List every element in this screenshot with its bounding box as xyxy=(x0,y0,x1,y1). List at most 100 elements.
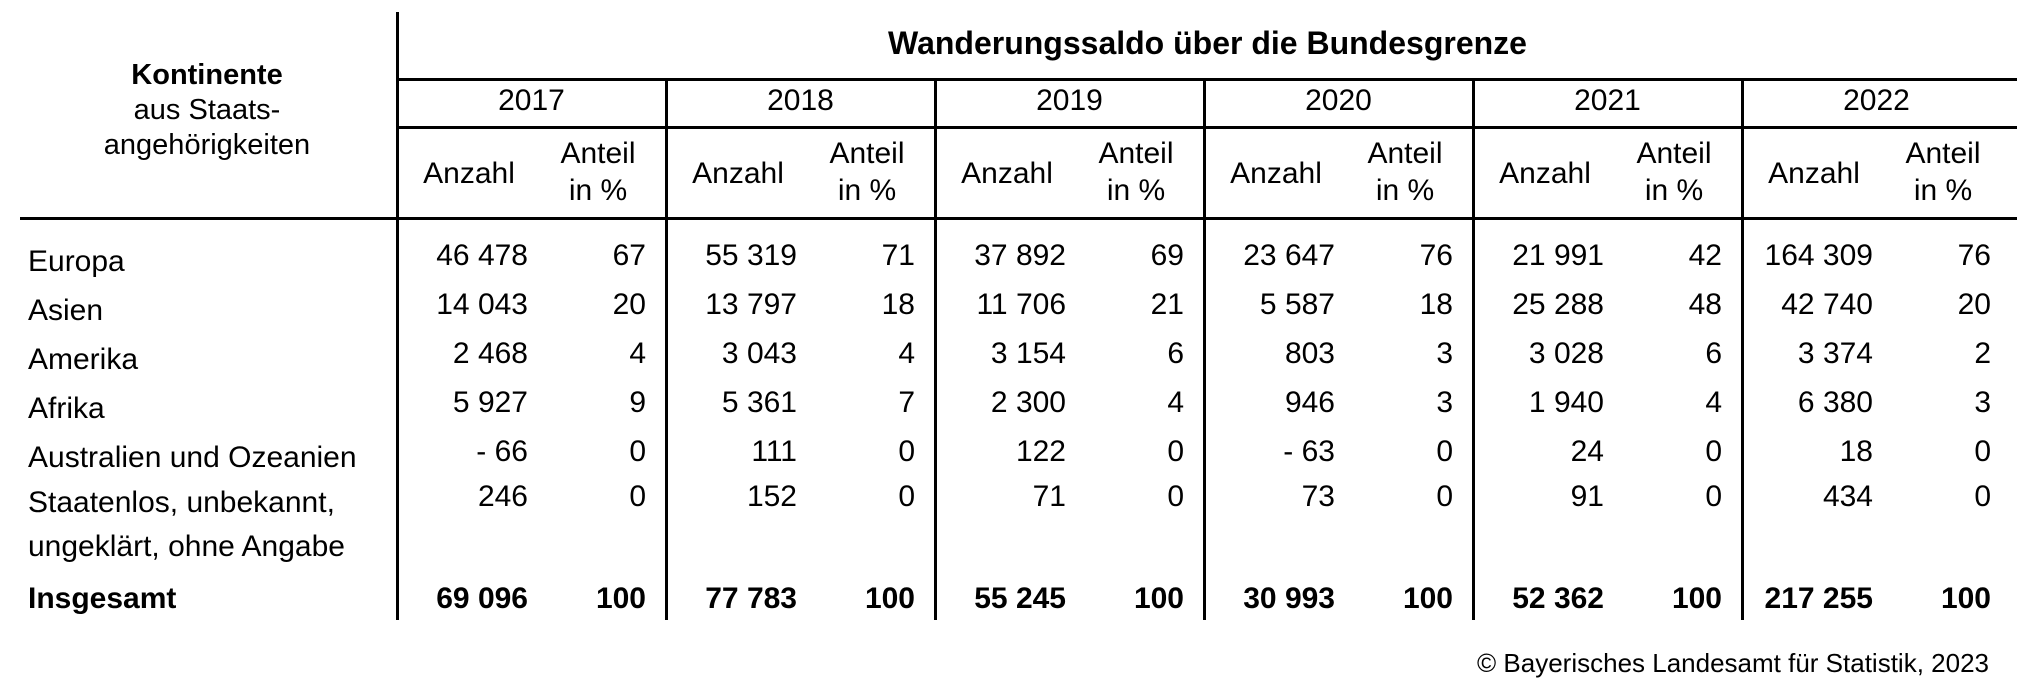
copyright-footer: © Bayerisches Landesamt für Statistik, 2… xyxy=(1477,648,1989,678)
stub-header: Kontinente aus Staats- angehörigkeiten xyxy=(22,58,392,163)
total-label: Insgesamt xyxy=(28,582,177,615)
share-cell: 0 xyxy=(1705,480,1722,513)
share-cell: 67 xyxy=(612,239,646,272)
total-count-cell: 55 245 xyxy=(974,582,1066,615)
row-label-line: Amerika xyxy=(28,343,139,376)
row-label: Asien xyxy=(28,289,103,333)
count-cell: 13 797 xyxy=(705,288,797,321)
share-cell: 6 xyxy=(1705,337,1722,370)
count-cell: 46 478 xyxy=(436,239,528,272)
share-column-header: Anteil in % xyxy=(1619,135,1729,209)
row-label: Afrika xyxy=(28,387,105,431)
count-column-header: Anzahl xyxy=(1230,157,1322,190)
count-cell: 122 xyxy=(1015,435,1066,468)
count-cell: 91 xyxy=(1570,480,1604,513)
share-header-line2: in % xyxy=(1913,174,1973,207)
stub-subtitle-line1: aus Staats- xyxy=(133,94,281,126)
count-cell: 2 468 xyxy=(452,337,528,370)
count-cell: 55 319 xyxy=(705,239,797,272)
row-label-line: Afrika xyxy=(28,392,105,425)
total-count-cell: 69 096 xyxy=(436,582,528,615)
year-underline xyxy=(398,126,2017,129)
count-cell: 5 587 xyxy=(1259,288,1335,321)
count-cell: 946 xyxy=(1284,386,1335,419)
share-column-header: Anteil in % xyxy=(1350,135,1460,209)
share-column-header: Anteil in % xyxy=(1081,135,1191,209)
share-cell: 7 xyxy=(898,386,915,419)
total-count-cell: 52 362 xyxy=(1512,582,1604,615)
total-count-cell: 30 993 xyxy=(1243,582,1335,615)
title-underline xyxy=(398,78,2017,81)
share-header-line1: Anteil xyxy=(1098,137,1174,170)
row-label: Europa xyxy=(28,240,125,284)
share-header-line1: Anteil xyxy=(560,137,636,170)
share-cell: 76 xyxy=(1419,239,1453,272)
count-cell: 73 xyxy=(1301,480,1335,513)
share-header-line1: Anteil xyxy=(1905,137,1981,170)
share-cell: 9 xyxy=(629,386,646,419)
total-count-cell: 77 783 xyxy=(705,582,797,615)
share-cell: 71 xyxy=(881,239,915,272)
count-cell: 21 991 xyxy=(1512,239,1604,272)
share-cell: 0 xyxy=(1167,480,1184,513)
share-header-line2: in % xyxy=(568,174,628,207)
share-column-header: Anteil in % xyxy=(543,135,653,209)
share-cell: 0 xyxy=(898,435,915,468)
total-share-cell: 100 xyxy=(1671,582,1722,615)
share-cell: 2 xyxy=(1974,337,1991,370)
share-cell: 76 xyxy=(1957,239,1991,272)
count-column-header: Anzahl xyxy=(961,157,1053,190)
share-header-line2: in % xyxy=(1106,174,1166,207)
share-cell: 48 xyxy=(1688,288,1722,321)
total-share-cell: 100 xyxy=(864,582,915,615)
share-cell: 0 xyxy=(1167,435,1184,468)
count-column-header: Anzahl xyxy=(1499,157,1591,190)
share-header-line1: Anteil xyxy=(1367,137,1443,170)
share-cell: 18 xyxy=(881,288,915,321)
share-cell: 0 xyxy=(1974,435,1991,468)
share-cell: 4 xyxy=(1167,386,1184,419)
count-cell: - 66 xyxy=(476,435,528,468)
share-cell: 3 xyxy=(1436,386,1453,419)
row-label-line: ungeklärt, ohne Angabe xyxy=(28,530,345,563)
stub-subtitle-line2: angehörigkeiten xyxy=(103,129,311,161)
share-cell: 0 xyxy=(1436,435,1453,468)
row-label-line: Staatenlos, unbekannt, xyxy=(28,486,335,519)
count-cell: 2 300 xyxy=(990,386,1066,419)
count-cell: 434 xyxy=(1822,480,1873,513)
year-header: 2022 xyxy=(1843,84,1910,117)
count-cell: 164 309 xyxy=(1764,239,1873,272)
share-cell: 18 xyxy=(1419,288,1453,321)
count-cell: 246 xyxy=(477,480,528,513)
year-header: 2019 xyxy=(1036,84,1103,117)
column-divider xyxy=(934,80,937,620)
share-cell: 0 xyxy=(898,480,915,513)
column-divider xyxy=(1472,80,1475,620)
count-cell: - 63 xyxy=(1283,435,1335,468)
share-cell: 4 xyxy=(898,337,915,370)
count-cell: 24 xyxy=(1570,435,1604,468)
share-header-line1: Anteil xyxy=(1636,137,1712,170)
share-cell: 6 xyxy=(1167,337,1184,370)
share-cell: 3 xyxy=(1436,337,1453,370)
share-cell: 4 xyxy=(1705,386,1722,419)
total-share-cell: 100 xyxy=(595,582,646,615)
share-cell: 20 xyxy=(1957,288,1991,321)
count-cell: 3 028 xyxy=(1528,337,1604,370)
total-share-cell: 100 xyxy=(1402,582,1453,615)
total-count-cell: 217 255 xyxy=(1764,582,1873,615)
stub-title: Kontinente xyxy=(131,59,283,91)
count-column-header: Anzahl xyxy=(692,157,784,190)
total-share-cell: 100 xyxy=(1133,582,1184,615)
share-cell: 42 xyxy=(1688,239,1722,272)
share-cell: 69 xyxy=(1150,239,1184,272)
year-header: 2017 xyxy=(498,84,565,117)
table-title: Wanderungssaldo über die Bundesgrenze xyxy=(888,25,1527,61)
count-cell: 18 xyxy=(1839,435,1873,468)
row-label: Australien und Ozeanien xyxy=(28,436,357,480)
column-divider xyxy=(665,80,668,620)
row-label-line: Europa xyxy=(28,245,125,278)
share-cell: 20 xyxy=(612,288,646,321)
count-cell: 1 940 xyxy=(1528,386,1604,419)
